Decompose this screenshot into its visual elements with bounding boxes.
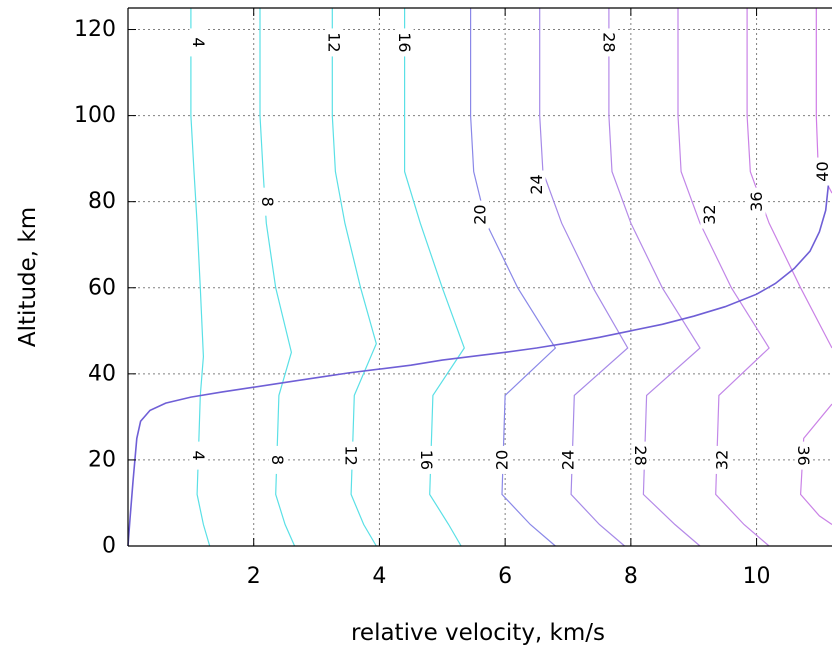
contour-label-bg: [747, 187, 766, 216]
x-tick-label: 4: [372, 564, 386, 589]
contour-line-12: [331, 8, 377, 547]
y-axis-label: Altitude, km: [15, 207, 41, 347]
contour-label-36: 36: [794, 445, 813, 465]
contour-label-bg: [493, 445, 511, 474]
contour-label-20: 20: [493, 450, 512, 470]
contour-label-28: 28: [599, 32, 618, 52]
contour-label-32: 32: [713, 450, 732, 470]
contour-label-layer: 4 4 8 8 12 12 16 16 20 20 24 24 28 28 32 32 36 36 40: [189, 28, 832, 474]
contour-line-28: [608, 8, 701, 547]
contour-label-bg: [599, 28, 618, 57]
contour-line-24: [539, 8, 629, 547]
contour-label-4: 4: [189, 37, 208, 47]
contour-label-20: 20: [471, 204, 490, 224]
contour-label-28: 28: [631, 445, 650, 465]
axes: [127, 7, 832, 547]
contour-line-16: [404, 8, 465, 547]
contour-line-4: [190, 8, 211, 547]
contour-label-bg: [713, 445, 731, 474]
y-tick-label: 0: [102, 534, 116, 559]
contour-label-8: 8: [268, 455, 287, 465]
x-tick-label: 2: [247, 564, 261, 589]
contour-line-32: [677, 8, 770, 547]
contour-label-24: 24: [527, 174, 546, 194]
contour-label-40: 40: [813, 161, 832, 181]
y-tick-label: 60: [88, 275, 116, 300]
x-tick-label: 10: [743, 564, 771, 589]
contour-label-bg: [794, 441, 813, 470]
y-tick-label: 40: [88, 361, 116, 386]
contour-label-bg: [189, 441, 208, 470]
contour-label-bg: [395, 28, 414, 57]
contour-label-bg: [189, 28, 208, 57]
trajectory-curve-layer: [127, 180, 830, 547]
contour-label-12: 12: [325, 32, 344, 52]
contour-line-36-lower: [799, 403, 832, 525]
x-tick-label: 6: [498, 564, 512, 589]
y-tick-label: 120: [74, 17, 116, 42]
contour-label-bg: [325, 28, 344, 57]
x-axis-label: relative velocity, km/s: [351, 620, 605, 646]
contour-label-12: 12: [342, 445, 361, 465]
contour-label-bg: [471, 200, 489, 229]
contour-label-8: 8: [258, 197, 277, 207]
contour-label-32: 32: [700, 204, 719, 224]
contour-label-16: 16: [395, 32, 414, 52]
contour-label-bg: [813, 157, 832, 186]
trajectory-curve: [127, 180, 830, 547]
y-tick-label: 80: [88, 189, 116, 214]
contour-label-bg: [258, 187, 277, 216]
contour-label-bg: [268, 445, 287, 474]
contour-label-bg: [631, 441, 650, 470]
contour-label-36: 36: [747, 192, 766, 212]
contour-label-bg: [417, 445, 436, 474]
contour-label-4: 4: [189, 451, 208, 461]
x-tick-label: 8: [624, 564, 638, 589]
contour-label-bg: [342, 441, 361, 470]
contour-label-bg: [700, 200, 719, 229]
contour-line-8: [259, 8, 296, 547]
y-tick-label: 20: [88, 447, 116, 472]
contour-label-24: 24: [559, 450, 578, 470]
contour-line-20: [470, 8, 557, 547]
y-tick-label: 100: [74, 103, 116, 128]
contour-label-bg: [527, 170, 546, 199]
contour-label-16: 16: [417, 450, 436, 470]
contour-label-bg: [559, 445, 577, 474]
